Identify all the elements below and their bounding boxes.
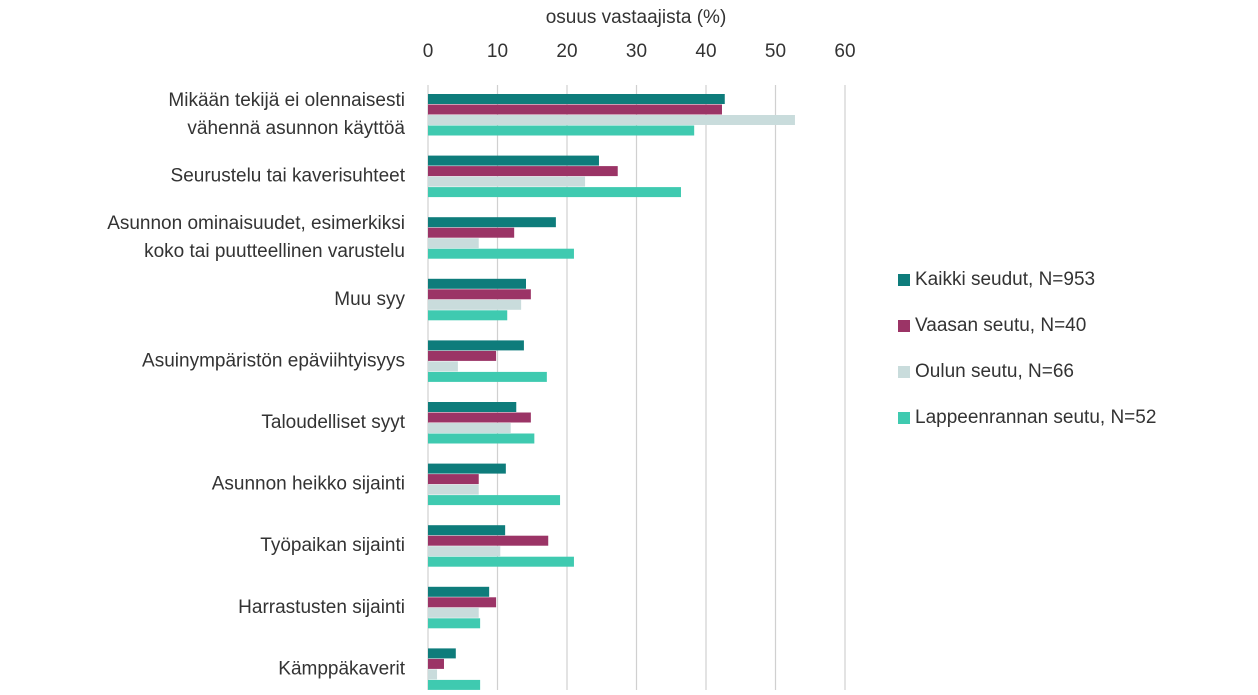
legend-swatch: [898, 320, 910, 332]
bar: [428, 350, 497, 361]
bar: [428, 227, 515, 238]
bar: [428, 586, 490, 597]
category-label: Työpaikan sijainti: [260, 535, 405, 556]
category-label: Kämppäkaverit: [278, 658, 405, 679]
legend-label: Oulun seutu, N=66: [915, 361, 1074, 382]
bar: [428, 546, 501, 557]
bar: [428, 607, 479, 618]
bar: [428, 278, 526, 289]
bar: [428, 597, 497, 608]
bar: [428, 340, 524, 351]
bar: [428, 248, 574, 259]
category-label: Taloudelliset syyt: [261, 412, 405, 433]
category-label: Muu syy: [334, 289, 405, 310]
x-tick-label: 20: [556, 41, 577, 62]
x-tick-label: 10: [487, 41, 508, 62]
bar: [428, 155, 599, 166]
bar: [428, 166, 618, 177]
bar: [428, 556, 574, 567]
bar: [428, 187, 681, 198]
category-label: koko tai puutteellinen varustelu: [144, 241, 405, 262]
bar: [428, 423, 511, 433]
bar: [428, 299, 522, 310]
legend-label: Kaikki seudut, N=953: [915, 269, 1095, 290]
bar: [428, 310, 508, 321]
bar: [428, 495, 561, 506]
bar: [428, 94, 725, 104]
x-tick-label: 30: [626, 41, 647, 62]
bar: [428, 669, 438, 680]
bar: [428, 371, 547, 382]
legend-swatch: [898, 412, 910, 424]
legend-swatch: [898, 366, 910, 378]
legend-label: Lappeenrannan seutu, N=52: [915, 407, 1156, 428]
category-label: Harrastusten sijainti: [238, 597, 405, 618]
bar: [428, 115, 795, 125]
x-tick-label: 40: [695, 41, 716, 62]
bar: [428, 648, 456, 659]
bar: [428, 289, 531, 300]
category-label: Mikään tekijä ei olennaisesti: [168, 90, 405, 111]
bar: [428, 402, 517, 412]
axis-title: osuus vastaajista (%): [546, 7, 727, 28]
bar: [428, 484, 479, 495]
bar: [428, 433, 535, 444]
bar: [428, 217, 556, 228]
bar: [428, 474, 479, 485]
category-label: vähennä asunnon käyttöä: [187, 118, 405, 139]
x-tick-label: 0: [423, 41, 434, 62]
bar: [428, 618, 481, 629]
bar: [428, 658, 444, 669]
bar: [428, 679, 481, 690]
category-label: Seurustelu tai kaverisuhteet: [171, 166, 406, 187]
bar: [428, 412, 531, 423]
bar: [428, 176, 586, 187]
bar: [428, 535, 549, 546]
bar: [428, 361, 458, 372]
bar: [428, 238, 479, 249]
x-tick-label: 60: [834, 41, 855, 62]
x-tick-label: 50: [765, 41, 786, 62]
bar: [428, 104, 722, 115]
legend-swatch: [898, 274, 910, 286]
bar: [428, 525, 506, 536]
bar: [428, 463, 506, 474]
category-label: Asunnon heikko sijainti: [212, 474, 405, 495]
bar: [428, 125, 695, 136]
category-label: Asuinympäristön epäviihtyisyys: [142, 350, 405, 371]
category-label: Asunnon ominaisuudet, esimerkiksi: [107, 213, 405, 234]
legend-label: Vaasan seutu, N=40: [915, 315, 1086, 336]
